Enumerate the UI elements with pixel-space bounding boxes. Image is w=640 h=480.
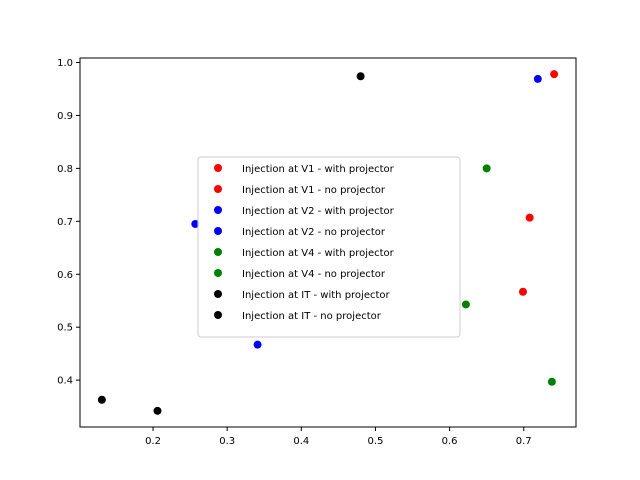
legend-label: Injection at V2 - no projector [242, 227, 386, 238]
y-tick-label: 0.8 [57, 164, 73, 175]
data-point [518, 287, 527, 296]
legend-marker [214, 248, 222, 256]
legend: Injection at V1 - with projector Injectio… [197, 156, 461, 338]
legend-marker [214, 311, 222, 319]
legend-marker [214, 206, 222, 214]
legend-marker [214, 164, 222, 172]
legend-marker [214, 227, 222, 235]
x-axis: 0.2 0.3 0.4 0.5 0.6 0.7 [145, 427, 532, 447]
legend-marker [214, 290, 222, 298]
data-point [191, 219, 200, 228]
data-point [525, 213, 534, 222]
x-tick-label: 0.3 [219, 436, 235, 447]
legend-label: Injection at V1 - no projector [242, 185, 386, 196]
legend-label: Injection at V1 - with projector [242, 164, 395, 175]
x-tick-label: 0.5 [367, 436, 383, 447]
data-point [97, 395, 106, 404]
legend-label: Injection at IT - with projector [242, 290, 391, 301]
x-tick-label: 0.2 [145, 436, 161, 447]
x-tick-label: 0.7 [516, 436, 532, 447]
y-tick-label: 0.5 [57, 323, 73, 334]
data-point [482, 164, 491, 173]
legend-label: Injection at IT - no projector [242, 311, 382, 322]
legend-label: Injection at V4 - with projector [242, 248, 395, 259]
data-point [533, 74, 542, 83]
legend-label: Injection at V4 - no projector [242, 269, 386, 280]
data-point [461, 300, 470, 309]
y-tick-label: 0.7 [57, 217, 73, 228]
data-points [97, 70, 559, 415]
legend-marker [214, 185, 222, 193]
y-tick-label: 0.9 [57, 111, 73, 122]
data-point [253, 340, 262, 349]
data-point [547, 377, 556, 386]
y-axis: 0.4 0.5 0.6 0.7 0.8 0.9 1.0 [57, 58, 80, 387]
data-point [550, 70, 559, 79]
axes-frame [79, 57, 577, 428]
data-point [356, 72, 365, 81]
x-tick-label: 0.4 [293, 436, 309, 447]
data-point [153, 406, 162, 415]
legend-label: Injection at V2 - with projector [242, 206, 395, 217]
legend-box [197, 156, 461, 338]
y-tick-label: 1.0 [57, 58, 73, 69]
y-tick-label: 0.4 [57, 376, 73, 387]
x-tick-label: 0.6 [442, 436, 458, 447]
y-tick-label: 0.6 [57, 270, 73, 281]
legend-marker [214, 269, 222, 277]
